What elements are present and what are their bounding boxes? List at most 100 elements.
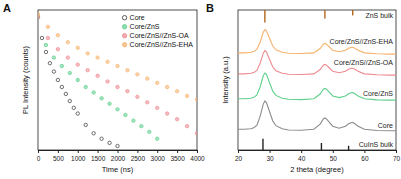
x-tick: 20 (235, 150, 243, 162)
x-tick: 60 (361, 150, 369, 162)
point (116, 144, 119, 147)
stick (262, 139, 263, 150)
reference-sticks (263, 139, 349, 150)
point (66, 56, 69, 59)
legend-label: Core/ZnS//ZnS-EHA (130, 41, 194, 48)
point (108, 141, 111, 144)
legend-marker (122, 25, 126, 29)
x-tick: 4000 (190, 150, 205, 162)
point (156, 106, 159, 109)
point (68, 71, 71, 74)
legend-label: Core (130, 14, 145, 21)
point (44, 50, 47, 53)
point (126, 89, 129, 92)
stick (264, 10, 265, 23)
x-tick-label: 500 (53, 155, 64, 162)
plot-frame (38, 10, 197, 150)
x-tick-label: 30 (266, 155, 274, 162)
point (66, 41, 69, 44)
x-tick: 50 (330, 150, 338, 162)
x-tick: 40 (298, 150, 306, 162)
x-tick-mark (301, 150, 302, 153)
x-tick-mark (270, 150, 271, 153)
x-tick: 2500 (131, 150, 146, 162)
point (126, 68, 129, 71)
x-tick-mark (58, 150, 59, 153)
point (52, 70, 55, 73)
point (56, 34, 59, 37)
point (86, 68, 89, 71)
point (96, 56, 99, 59)
point (84, 123, 87, 126)
point (136, 73, 139, 76)
point (52, 56, 55, 59)
point (195, 132, 197, 135)
x-tick-label: 3500 (170, 155, 185, 162)
x-tick-mark (118, 150, 119, 153)
series-label: ZnS bulk (365, 12, 393, 19)
x-tick: 1000 (71, 150, 86, 162)
point (76, 63, 79, 66)
x-axis: 20 30 40 50 60 70 (235, 150, 401, 162)
x-tick-label: 20 (235, 155, 243, 162)
x-tick: 3500 (170, 150, 185, 162)
x-tick: 2000 (111, 150, 126, 162)
x-tick: 70 (393, 150, 401, 162)
point (48, 61, 51, 64)
point (76, 112, 79, 115)
legend: Core Core/ZnS Core/ZnS//ZnS-OA Core/ZnS//Zn… (122, 14, 193, 48)
x-tick-mark (197, 150, 198, 153)
legend-label: Core/ZnS//ZnS-OA (130, 32, 189, 39)
x-axis-line (39, 151, 198, 154)
point (136, 95, 139, 98)
point (116, 64, 119, 67)
line (238, 30, 396, 54)
x-axis: 05001000150020002500300035004000 (37, 150, 205, 162)
reference-sticks (265, 10, 353, 23)
point (116, 85, 119, 88)
plot-area (238, 10, 396, 150)
stick (352, 10, 353, 16)
x-tick-mark (137, 150, 138, 153)
x-axis-title: Time (ns) (102, 165, 134, 174)
plot-frame (238, 10, 396, 150)
panel-title: B (206, 2, 214, 14)
point (96, 74, 99, 77)
x-tick: 30 (266, 150, 274, 162)
point (146, 101, 149, 104)
point (108, 102, 111, 105)
point (148, 130, 151, 133)
legend-label: Core/ZnS (130, 23, 160, 30)
x-tick-mark (396, 150, 397, 153)
x-axis-title: 2 theta (degree) (290, 165, 344, 174)
x-tick-mark (38, 150, 39, 153)
x-tick: 1500 (91, 150, 106, 162)
series-label: CuInS bulk (359, 141, 394, 148)
point (165, 112, 168, 115)
point (40, 36, 43, 39)
point (146, 77, 149, 80)
stick (348, 146, 349, 150)
x-tick-mark (333, 150, 334, 153)
x-tick: 500 (53, 150, 64, 162)
x-tick-label: 4000 (190, 155, 205, 162)
x-tick-label: 50 (330, 155, 338, 162)
point (38, 12, 40, 15)
series (38, 12, 197, 101)
point (124, 113, 127, 116)
point (46, 36, 49, 39)
x-tick-mark (78, 150, 79, 153)
x-tick-mark (364, 150, 365, 153)
stick (321, 143, 322, 150)
y-axis-title: PL Intensity (counts) (21, 45, 30, 114)
point (185, 124, 188, 127)
point (46, 25, 49, 28)
point (156, 81, 159, 84)
stick (324, 10, 325, 18)
legend-marker (122, 16, 126, 20)
y-axis-title: Intensity (a.u.) (221, 56, 230, 104)
x-tick-label: 2500 (131, 155, 146, 162)
point (60, 85, 63, 88)
series (38, 15, 119, 147)
point (68, 99, 71, 102)
